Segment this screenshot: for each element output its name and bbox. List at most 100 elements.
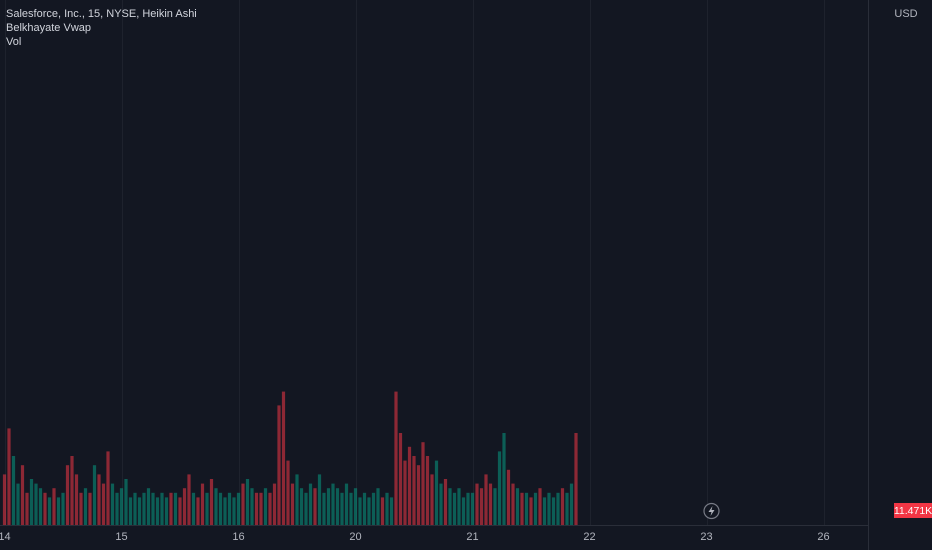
volume-bar (502, 433, 506, 525)
volume-bar (281, 391, 286, 525)
volume-bar (106, 451, 110, 525)
volume-bar (538, 488, 542, 525)
volume-bar (250, 488, 254, 525)
price-axis-background (868, 0, 932, 550)
legend-title[interactable]: Salesforce, Inc., 15, NYSE, Heikin Ashi (6, 8, 197, 20)
time-tick-label: 15 (115, 531, 127, 543)
volume-bar (331, 483, 335, 525)
time-tick-label: 14 (0, 531, 11, 543)
volume-badge-bg (894, 503, 932, 518)
volume-bar (511, 483, 515, 525)
volume-bar (304, 492, 308, 525)
volume-bar (452, 492, 457, 525)
volume-bar (115, 492, 119, 525)
volume-bar (178, 497, 182, 525)
volume-bar (110, 483, 115, 525)
volume-bar (61, 492, 65, 525)
volume-bar (7, 428, 11, 525)
lightning-icon (703, 502, 720, 520)
volume-bar (569, 483, 574, 525)
volume-bar (38, 488, 43, 525)
volume-bar (371, 492, 376, 525)
volume-bar (533, 492, 538, 525)
volume-bar (272, 483, 277, 525)
volume-bar (551, 497, 556, 525)
volume-bar (263, 488, 268, 525)
volume-bar (421, 442, 425, 525)
legend-indicator-vol[interactable]: Vol (6, 36, 22, 48)
volume-bar (16, 483, 20, 525)
volume-bar (277, 405, 281, 525)
volume-bar (326, 488, 331, 525)
volume-bar (322, 492, 326, 525)
currency-label: USD (894, 8, 917, 20)
volume-bar (362, 492, 367, 525)
grid (0, 0, 868, 525)
legend-indicator-vwap[interactable]: Belkhayate Vwap (6, 22, 91, 34)
volume-bar (56, 497, 61, 525)
volume-bar (412, 456, 416, 525)
time-tick-label: 20 (349, 531, 361, 543)
volume-bar (299, 488, 304, 525)
volume-bar (101, 483, 106, 525)
volume-bar (335, 488, 340, 525)
volume-bar (416, 465, 421, 525)
volume-bar (295, 474, 299, 525)
volume-bar (520, 492, 524, 525)
time-axis-background (0, 525, 868, 550)
volume-bar (65, 465, 70, 525)
chart-legend: Salesforce, Inc., 15, NYSE, Heikin Ashi … (6, 7, 197, 49)
volume-bar (515, 488, 520, 525)
volume-bar (398, 433, 403, 525)
volume-bar (200, 483, 205, 525)
volume-bar (353, 488, 358, 525)
volume-bar (187, 474, 191, 525)
volume-bars (2, 391, 578, 525)
volume-bar (34, 483, 38, 525)
volume-bar (529, 497, 533, 525)
volume-bar (457, 488, 461, 525)
volume-bar (97, 474, 101, 525)
volume-bar (556, 492, 560, 525)
volume-bar (542, 497, 547, 525)
volume-bar (88, 492, 92, 525)
volume-bar (466, 492, 470, 525)
volume-bar (286, 460, 290, 525)
volume-bar (11, 456, 16, 525)
volume-bar (236, 492, 241, 525)
volume-bar (142, 492, 146, 525)
volume-bar (133, 492, 137, 525)
volume-bar (241, 483, 245, 525)
volume-bar (313, 488, 317, 525)
volume-bar (151, 492, 155, 525)
volume-bar (317, 474, 322, 525)
volume-bar (524, 492, 529, 525)
time-tick-label: 22 (583, 531, 595, 543)
volume-bar (484, 474, 488, 525)
volume-bar (443, 479, 448, 525)
volume-bar (74, 474, 79, 525)
volume-bar (574, 433, 578, 525)
plot-background (0, 0, 868, 525)
volume-bar (205, 492, 209, 525)
volume-bar (376, 488, 380, 525)
volume-bar (367, 497, 371, 525)
volume-bar (182, 488, 187, 525)
volume-bar (70, 456, 74, 525)
volume-bar (169, 492, 173, 525)
volume-bar (146, 488, 151, 525)
volume-bar (83, 488, 88, 525)
volume-bar (340, 492, 344, 525)
volume-bar (385, 492, 389, 525)
volume-bar (43, 492, 47, 525)
volume-bar (403, 460, 407, 525)
volume-bar (92, 465, 97, 525)
volume-bar (470, 492, 475, 525)
volume-bar (137, 497, 142, 525)
volume-bar (448, 488, 452, 525)
volume-bar (173, 492, 178, 525)
volume-bar (227, 492, 232, 525)
